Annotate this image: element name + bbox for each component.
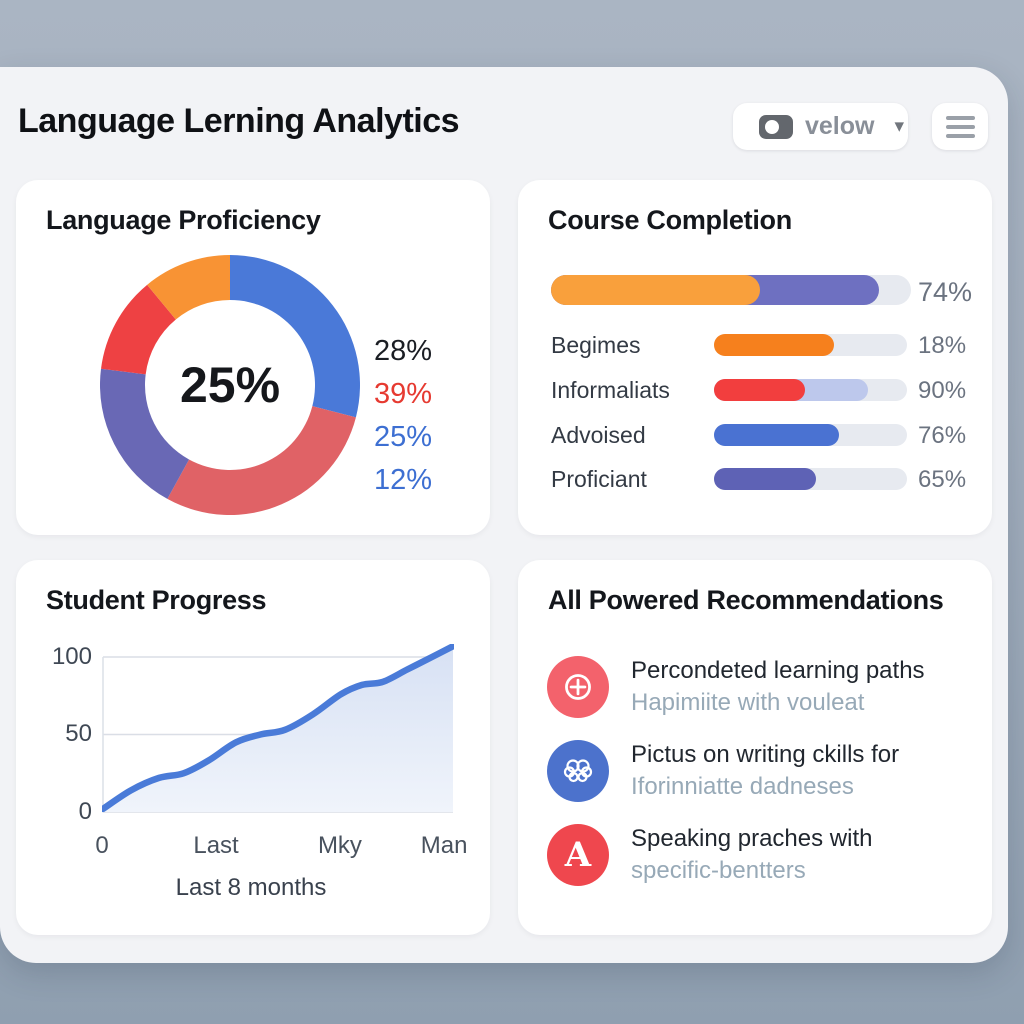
card-title: Student Progress (46, 585, 267, 615)
progress-row: Advoised 76% (518, 420, 992, 450)
y-axis-tick: 0 (78, 798, 92, 825)
recommendation-title: Speaking praches with (631, 825, 873, 852)
course-completion-card: Course Completion 74% Begimes 18% Inform… (518, 180, 992, 535)
language-proficiency-card: Language Proficiency 25% 28% 39% 25% 12% (16, 180, 490, 535)
row-label: Begimes (551, 332, 641, 358)
recommendation-subtitle: Hapimiite with vouleat (631, 689, 865, 716)
recommendation-subtitle: Iforinniatte dadneses (631, 773, 854, 800)
recommendation-item: Percondeted learning paths Hapimiite wit… (547, 655, 925, 719)
donut-chart (100, 255, 360, 515)
x-axis-tick: Last (193, 832, 239, 859)
overall-progress-bar (551, 275, 911, 305)
page-title: Language Lerning Analytics (18, 102, 460, 140)
brain-icon (547, 740, 609, 802)
row-value: 90% (918, 377, 967, 404)
donut-legend: 28% 39% 25% 12% (374, 330, 432, 502)
row-label: Advoised (551, 422, 646, 448)
row-value: 18% (918, 332, 967, 359)
progress-row: Informaliats 90% (518, 375, 992, 405)
card-title: Language Proficiency (46, 205, 321, 235)
x-axis-tick: Mky (317, 832, 362, 859)
recommendation-item: A Speaking praches with specific-bentter… (547, 823, 872, 887)
legend-value: 39% (374, 378, 433, 410)
row-label: Proficiant (551, 466, 647, 492)
legend-value: 28% (374, 335, 433, 367)
chart-caption: Last 8 months (175, 874, 327, 901)
x-axis-tick: 0 (95, 832, 109, 859)
hamburger-icon (945, 115, 975, 120)
progress-row: Begimes 18% (518, 330, 992, 360)
progress-bar (714, 379, 907, 401)
overall-progress-value: 74% (918, 277, 973, 307)
legend-value: 25% (374, 421, 433, 453)
row-value: 65% (918, 466, 967, 493)
line-chart (102, 644, 454, 813)
legend-value: 12% (374, 464, 433, 496)
y-axis-tick: 50 (65, 720, 92, 747)
profile-label: velow (805, 112, 875, 140)
chevron-down-icon: ▾ (894, 116, 905, 137)
recommendation-subtitle: specific-bentters (631, 857, 806, 884)
x-axis-ticks: 0 Last Mky Man (95, 832, 467, 862)
main-panel: Language Lerning Analytics velow ▾ Langu… (0, 67, 1008, 963)
student-progress-card: Student Progress 100 50 0 0 Last Mky Man La… (16, 560, 490, 935)
progress-bar (714, 468, 907, 490)
y-axis-tick: 100 (51, 643, 92, 670)
recommendations-card: All Powered Recommendations Percondeted … (518, 560, 992, 935)
recommendation-title: Percondeted learning paths (631, 657, 925, 684)
progress-bar (714, 424, 907, 446)
row-label: Informaliats (551, 377, 670, 403)
row-value: 76% (918, 422, 967, 449)
letter-a-icon: A (547, 824, 609, 886)
card-title: All Powered Recommendations (548, 585, 944, 615)
target-icon (547, 656, 609, 718)
x-axis-tick: Man (420, 832, 468, 859)
profile-dropdown-button[interactable]: velow ▾ (733, 103, 908, 150)
hamburger-menu-button[interactable] (932, 103, 988, 150)
recommendation-title: Pictus on writing ckills for (631, 741, 900, 768)
progress-row: Proficiant 65% (518, 464, 992, 494)
camera-icon (759, 114, 793, 139)
card-title: Course Completion (548, 205, 792, 235)
recommendation-item: Pictus on writing ckills for Iforinniatt… (547, 739, 899, 803)
progress-bar (714, 334, 907, 356)
